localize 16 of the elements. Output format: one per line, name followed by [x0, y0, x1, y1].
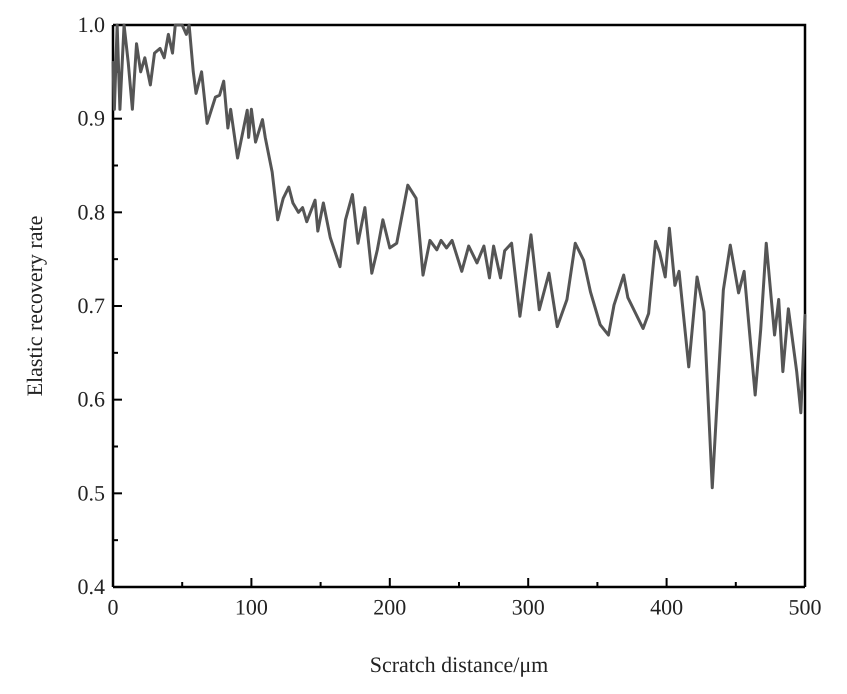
y-tick-label: 0.5	[78, 480, 105, 506]
x-tick-label: 400	[650, 594, 684, 620]
line-series	[112, 24, 806, 490]
y-tick-label: 0.7	[78, 293, 105, 318]
y-tick-label: 1.0	[78, 12, 105, 38]
x-tick-label: 500	[788, 594, 822, 620]
y-axis-title: Elastic recovery rate	[22, 216, 47, 396]
x-tick-label: 100	[234, 594, 268, 620]
x-tick-label: 300	[512, 594, 545, 620]
y-tick-label: 0.4	[78, 574, 105, 600]
x-tick-label: 0	[108, 594, 118, 620]
x-axis-title: Scratch distance/μm	[370, 652, 548, 677]
x-tick-label: 200	[373, 594, 406, 620]
y-tick-label: 0.9	[78, 106, 105, 131]
y-tick-label: 0.8	[78, 199, 105, 224]
y-tick-label: 0.6	[78, 386, 105, 412]
